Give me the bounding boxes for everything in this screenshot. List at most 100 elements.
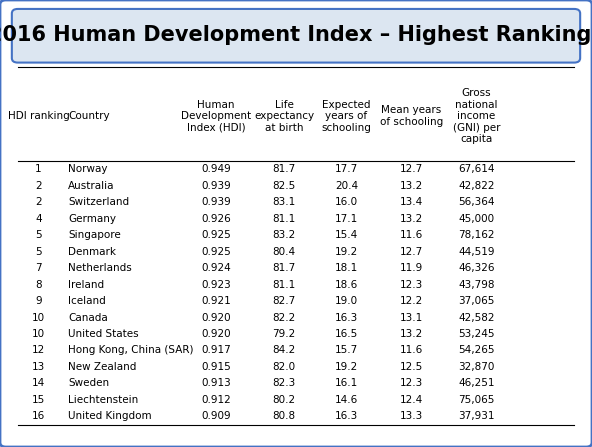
Text: 17.1: 17.1 <box>334 214 358 224</box>
Text: 0.915: 0.915 <box>201 362 231 372</box>
Text: 13.1: 13.1 <box>400 312 423 322</box>
Text: Ireland: Ireland <box>68 279 104 290</box>
Text: New Zealand: New Zealand <box>68 362 136 372</box>
Text: 12.3: 12.3 <box>400 379 423 388</box>
Text: 83.2: 83.2 <box>272 230 296 240</box>
Text: 82.7: 82.7 <box>272 296 296 306</box>
Text: 13.2: 13.2 <box>400 214 423 224</box>
Text: 14.6: 14.6 <box>334 395 358 405</box>
Text: 56,364: 56,364 <box>458 197 495 207</box>
Text: 16.1: 16.1 <box>334 379 358 388</box>
Text: 2: 2 <box>35 181 42 190</box>
Text: 81.7: 81.7 <box>272 164 296 174</box>
Text: 12.2: 12.2 <box>400 296 423 306</box>
Text: Liechtenstein: Liechtenstein <box>68 395 139 405</box>
Text: Canada: Canada <box>68 312 108 322</box>
Text: 82.5: 82.5 <box>272 181 296 190</box>
Text: 42,582: 42,582 <box>458 312 495 322</box>
Text: 13.2: 13.2 <box>400 181 423 190</box>
Text: 14: 14 <box>32 379 45 388</box>
Text: 43,798: 43,798 <box>458 279 495 290</box>
Text: Country: Country <box>68 111 110 121</box>
Text: 5: 5 <box>35 230 42 240</box>
Text: 12.7: 12.7 <box>400 247 423 257</box>
Text: 82.0: 82.0 <box>272 362 296 372</box>
Text: 8: 8 <box>35 279 42 290</box>
Text: 12: 12 <box>32 346 45 355</box>
Text: 37,065: 37,065 <box>458 296 495 306</box>
Text: 0.923: 0.923 <box>201 279 231 290</box>
Text: 16.5: 16.5 <box>334 329 358 339</box>
Text: 18.6: 18.6 <box>334 279 358 290</box>
Text: 15: 15 <box>32 395 45 405</box>
Text: Gross
national
income
(GNI) per
capita: Gross national income (GNI) per capita <box>453 88 500 144</box>
Text: 0.939: 0.939 <box>201 181 231 190</box>
Text: 83.1: 83.1 <box>272 197 296 207</box>
Text: 0.925: 0.925 <box>201 247 231 257</box>
Text: 81.7: 81.7 <box>272 263 296 273</box>
Text: 0.913: 0.913 <box>201 379 231 388</box>
Text: Life
expectancy
at birth: Life expectancy at birth <box>254 100 314 133</box>
Text: 81.1: 81.1 <box>272 214 296 224</box>
Text: Iceland: Iceland <box>68 296 106 306</box>
Text: 0.924: 0.924 <box>201 263 231 273</box>
Text: 12.4: 12.4 <box>400 395 423 405</box>
Text: 19.2: 19.2 <box>334 362 358 372</box>
Text: 54,265: 54,265 <box>458 346 495 355</box>
Text: 79.2: 79.2 <box>272 329 296 339</box>
Text: 13: 13 <box>32 362 45 372</box>
Text: 12.5: 12.5 <box>400 362 423 372</box>
Text: 10: 10 <box>32 312 45 322</box>
Text: 0.939: 0.939 <box>201 197 231 207</box>
Text: Switzerland: Switzerland <box>68 197 129 207</box>
Text: 4: 4 <box>35 214 42 224</box>
Text: 75,065: 75,065 <box>458 395 495 405</box>
Text: 53,245: 53,245 <box>458 329 495 339</box>
Text: 12.3: 12.3 <box>400 279 423 290</box>
Text: 80.2: 80.2 <box>272 395 296 405</box>
Text: 44,519: 44,519 <box>458 247 495 257</box>
Text: 82.2: 82.2 <box>272 312 296 322</box>
Text: 32,870: 32,870 <box>458 362 495 372</box>
Text: HDI ranking: HDI ranking <box>8 111 69 121</box>
Text: Germany: Germany <box>68 214 116 224</box>
Text: Expected
years of
schooling: Expected years of schooling <box>321 100 371 133</box>
Text: 5: 5 <box>35 247 42 257</box>
Text: 16: 16 <box>32 411 45 422</box>
Text: 80.8: 80.8 <box>272 411 296 422</box>
Text: 11.6: 11.6 <box>400 230 423 240</box>
Text: 45,000: 45,000 <box>458 214 495 224</box>
Text: 16.0: 16.0 <box>334 197 358 207</box>
Text: 15.7: 15.7 <box>334 346 358 355</box>
Text: 46,251: 46,251 <box>458 379 495 388</box>
Text: 0.921: 0.921 <box>201 296 231 306</box>
Text: 80.4: 80.4 <box>272 247 296 257</box>
Text: 37,931: 37,931 <box>458 411 495 422</box>
Text: 20.4: 20.4 <box>334 181 358 190</box>
Text: 11.9: 11.9 <box>400 263 423 273</box>
Text: 42,822: 42,822 <box>458 181 495 190</box>
Text: 18.1: 18.1 <box>334 263 358 273</box>
Text: 0.920: 0.920 <box>201 329 231 339</box>
Text: 46,326: 46,326 <box>458 263 495 273</box>
Text: Netherlands: Netherlands <box>68 263 132 273</box>
Text: 9: 9 <box>35 296 42 306</box>
Text: United Kingdom: United Kingdom <box>68 411 152 422</box>
Text: 2016 Human Development Index – Highest Rankings: 2016 Human Development Index – Highest R… <box>0 25 592 45</box>
Text: United States: United States <box>68 329 139 339</box>
Text: 81.1: 81.1 <box>272 279 296 290</box>
Text: 7: 7 <box>35 263 42 273</box>
Text: 16.3: 16.3 <box>334 411 358 422</box>
Text: Hong Kong, China (SAR): Hong Kong, China (SAR) <box>68 346 194 355</box>
Text: 67,614: 67,614 <box>458 164 495 174</box>
Text: Human
Development
Index (HDI): Human Development Index (HDI) <box>181 100 251 133</box>
Text: 17.7: 17.7 <box>334 164 358 174</box>
Text: Sweden: Sweden <box>68 379 109 388</box>
Text: 0.926: 0.926 <box>201 214 231 224</box>
Text: Mean years
of schooling: Mean years of schooling <box>380 105 443 127</box>
Text: 15.4: 15.4 <box>334 230 358 240</box>
Text: 16.3: 16.3 <box>334 312 358 322</box>
Text: 0.949: 0.949 <box>201 164 231 174</box>
Text: Singapore: Singapore <box>68 230 121 240</box>
Text: 78,162: 78,162 <box>458 230 495 240</box>
